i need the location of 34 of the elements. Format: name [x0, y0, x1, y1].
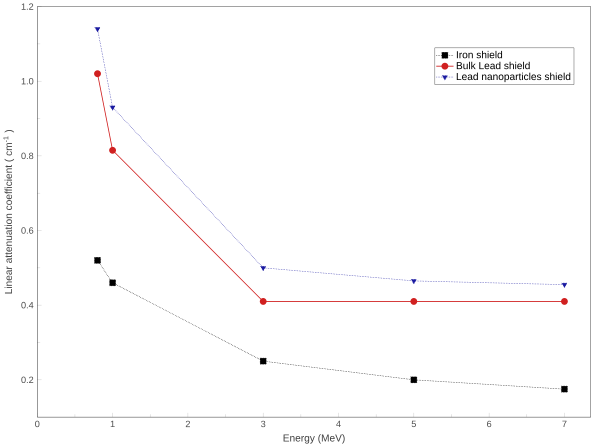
x-tick-label: 6: [487, 420, 492, 428]
point: [562, 282, 568, 288]
y-tick-label: 1.2: [22, 3, 34, 10]
y-axis-title: Linear attenuation coefficient ( cm$^{-1}$ ): [3, 130, 14, 294]
legend-label: Lead nanoparticles shield: [456, 72, 570, 82]
point: [109, 279, 116, 286]
x-tick-label: 4: [336, 420, 341, 428]
point: [94, 27, 100, 32]
legend-label: Bulk Lead shield: [456, 62, 530, 70]
point: [560, 298, 568, 305]
y-tick-label: 0.8: [21, 152, 34, 160]
point: [410, 376, 418, 384]
point: [561, 386, 568, 393]
x-axis-title: Energy (MeV): [284, 434, 345, 444]
x-tick-label: 2: [186, 420, 190, 428]
y-tick-label: 1.0: [22, 78, 34, 84]
x-tick-label: 1: [110, 420, 115, 428]
point: [109, 146, 116, 154]
point: [94, 257, 101, 264]
x-tick-label: 3: [261, 420, 266, 428]
x-tick-label: 0: [35, 420, 40, 428]
y-tick-label: 0.2: [21, 376, 34, 384]
point: [410, 279, 417, 284]
point: [110, 106, 116, 111]
point: [94, 70, 101, 78]
point: [410, 298, 418, 305]
point: [260, 266, 266, 272]
x-tick-label: 5: [412, 420, 416, 428]
point: [260, 298, 267, 305]
x-tick-label: 7: [562, 420, 567, 428]
y-tick-label: 0.6: [21, 227, 34, 234]
legend-label: Iron shield: [456, 50, 502, 58]
point: [260, 358, 267, 365]
y-tick-label: 0.4: [21, 302, 34, 308]
